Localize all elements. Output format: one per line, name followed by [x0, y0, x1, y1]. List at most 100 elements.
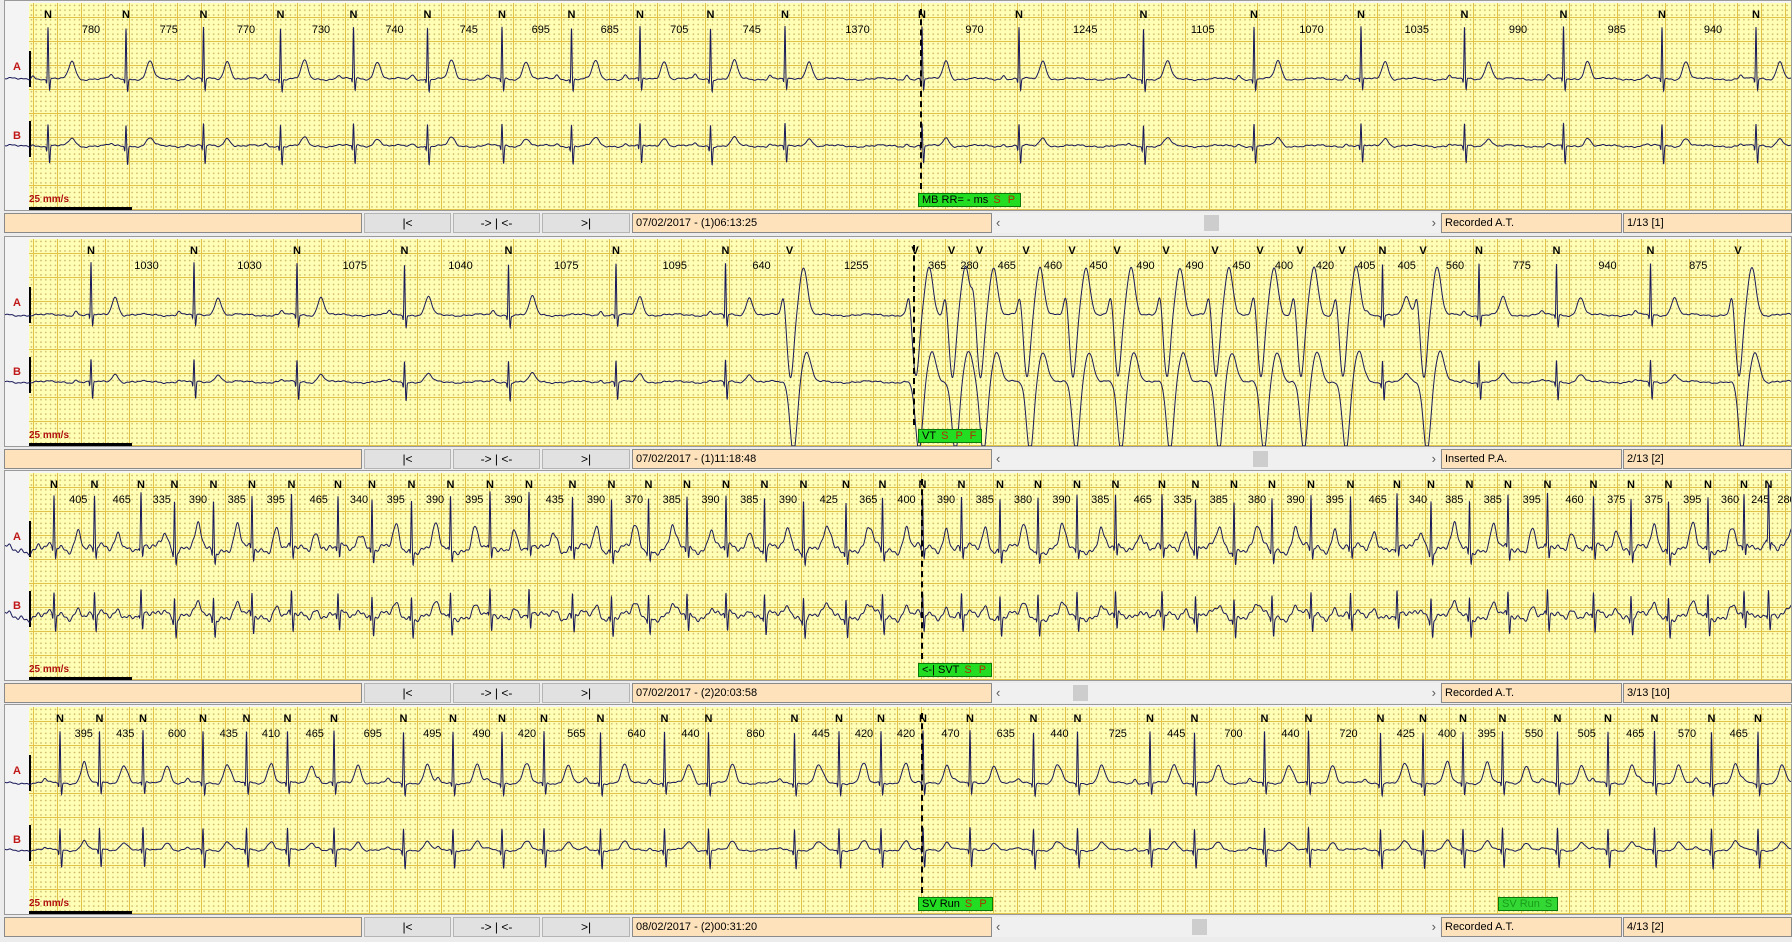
beat-label[interactable]: N — [242, 713, 251, 725]
beat-label[interactable]: N — [704, 713, 713, 725]
beat-label[interactable]: N — [446, 479, 455, 491]
beat-label[interactable]: V — [1734, 245, 1742, 257]
beat-label[interactable]: V — [1022, 245, 1030, 257]
beat-label[interactable]: N — [498, 9, 506, 21]
horizontal-scrollbar[interactable]: ‹ › — [992, 917, 1440, 937]
beat-label[interactable]: N — [122, 9, 130, 21]
beat-label[interactable]: N — [1604, 713, 1612, 725]
beat-label[interactable]: N — [1230, 479, 1238, 491]
first-button[interactable]: |< — [364, 917, 451, 937]
beat-label[interactable]: N — [1589, 479, 1598, 491]
beat-label[interactable]: N — [1307, 479, 1315, 491]
beat-label[interactable]: N — [504, 245, 513, 257]
scroll-right-icon[interactable]: › — [1431, 451, 1436, 466]
beat-label[interactable]: N — [334, 479, 342, 491]
beat-label[interactable]: N — [540, 713, 548, 725]
scroll-thumb[interactable] — [1204, 215, 1219, 231]
beat-label[interactable]: N — [1029, 713, 1038, 725]
annotation-box[interactable] — [4, 683, 362, 703]
beat-label[interactable]: N — [349, 9, 358, 21]
beat-label[interactable]: N — [612, 245, 620, 257]
beat-label[interactable]: N — [1498, 713, 1507, 725]
beat-label[interactable]: N — [399, 713, 408, 725]
annotation-box[interactable] — [4, 213, 362, 233]
beat-label[interactable]: N — [1552, 245, 1561, 257]
beat-label[interactable]: N — [644, 479, 653, 491]
beat-label[interactable]: V — [785, 245, 794, 257]
beat-label[interactable]: N — [137, 479, 145, 491]
horizontal-scrollbar[interactable]: ‹ › — [992, 213, 1440, 233]
beat-label[interactable]: N — [199, 9, 208, 21]
beat-label[interactable]: N — [248, 479, 256, 491]
center-button[interactable]: -> | <- — [453, 683, 540, 703]
ecg-strip[interactable]: A B N N N N N N N N N N N N N N N N N N N N N N N N N N N N N N N N N N N N N N… — [4, 470, 1792, 681]
beat-label[interactable]: N — [878, 479, 887, 491]
beat-label[interactable]: N — [44, 9, 52, 21]
beat-label[interactable]: N — [1740, 479, 1748, 491]
beat-label[interactable]: N — [283, 713, 292, 725]
beat-label[interactable]: N — [781, 9, 789, 21]
beat-label[interactable]: N — [1393, 479, 1401, 491]
beat-label[interactable]: N — [1139, 9, 1148, 21]
beat-label[interactable]: N — [1419, 713, 1427, 725]
beat-label[interactable]: N — [293, 245, 301, 257]
beat-label[interactable]: N — [1543, 479, 1552, 491]
scroll-right-icon[interactable]: › — [1431, 685, 1436, 700]
beat-label[interactable]: V — [1338, 245, 1346, 257]
scroll-right-icon[interactable]: › — [1431, 215, 1436, 230]
beat-label[interactable]: N — [1646, 245, 1655, 257]
beat-label[interactable]: N — [498, 713, 506, 725]
beat-label[interactable]: N — [877, 713, 885, 725]
beat-label[interactable]: N — [835, 713, 843, 725]
beat-label[interactable]: N — [1553, 713, 1562, 725]
beat-label[interactable]: V — [1256, 245, 1264, 257]
beat-label[interactable]: N — [50, 479, 58, 491]
beat-label[interactable]: N — [423, 9, 432, 21]
beat-label[interactable]: N — [1357, 9, 1365, 21]
annotation-box[interactable] — [4, 449, 362, 469]
beat-label[interactable]: N — [1073, 479, 1081, 491]
beat-label[interactable]: N — [87, 245, 95, 257]
beat-label[interactable]: N — [1304, 713, 1313, 725]
ecg-strip[interactable]: A B N N N N N N N V V V V V V V V V V V V N V N N N V 1030 1030 1075 1… — [4, 236, 1792, 447]
beat-label[interactable]: N — [596, 713, 605, 725]
beat-label[interactable]: N — [842, 479, 850, 491]
scroll-right-icon[interactable]: › — [1431, 919, 1436, 934]
beat-label[interactable]: N — [799, 479, 808, 491]
beat-label[interactable]: N — [607, 479, 616, 491]
event-tag[interactable]: VT S P F — [918, 429, 983, 443]
horizontal-scrollbar[interactable]: ‹ › — [992, 449, 1440, 469]
annotation-box[interactable] — [4, 917, 362, 937]
beat-label[interactable]: N — [1073, 713, 1082, 725]
center-button[interactable]: -> | <- — [453, 917, 540, 937]
beat-label[interactable]: N — [760, 479, 769, 491]
beat-label[interactable]: N — [1475, 245, 1483, 257]
beat-label[interactable]: N — [287, 479, 296, 491]
beat-label[interactable]: V — [1211, 245, 1219, 257]
beat-label[interactable]: N — [1146, 713, 1154, 725]
beat-label[interactable]: N — [1752, 9, 1760, 21]
beat-label[interactable]: N — [996, 479, 1004, 491]
beat-label[interactable]: N — [966, 713, 974, 725]
beat-label[interactable]: N — [1034, 479, 1042, 491]
beat-label[interactable]: N — [400, 245, 409, 257]
beat-label[interactable]: V — [1296, 245, 1304, 257]
beat-label[interactable]: N — [1559, 9, 1568, 21]
beat-label[interactable]: N — [1260, 713, 1269, 725]
beat-label[interactable]: N — [568, 479, 577, 491]
beat-label[interactable]: N — [170, 479, 179, 491]
beat-label[interactable]: N — [1754, 713, 1762, 725]
center-button[interactable]: -> | <- — [453, 213, 540, 233]
beat-label[interactable]: N — [790, 713, 799, 725]
beat-label[interactable]: N — [139, 713, 147, 725]
beat-label[interactable]: N — [1268, 479, 1276, 491]
first-button[interactable]: |< — [364, 683, 451, 703]
last-button[interactable]: >| — [542, 449, 630, 469]
beat-label[interactable]: N — [1015, 9, 1023, 21]
center-button[interactable]: -> | <- — [453, 449, 540, 469]
last-button[interactable]: >| — [542, 917, 630, 937]
ecg-strip[interactable]: A B N N N N N N N N N N N N N N N N N N N N 780 775 770 730 740 745… — [4, 0, 1792, 211]
beat-label[interactable]: N — [407, 479, 416, 491]
beat-label[interactable]: N — [722, 479, 730, 491]
beat-label[interactable]: N — [1465, 479, 1474, 491]
